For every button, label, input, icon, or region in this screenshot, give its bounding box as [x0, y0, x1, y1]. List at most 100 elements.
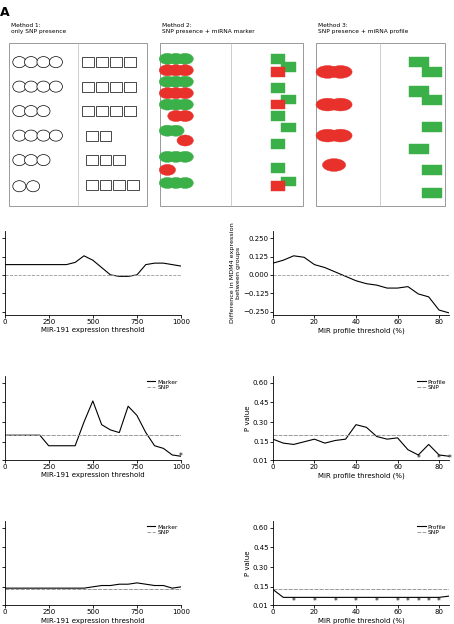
Marker: [28, 431, 34, 439]
Ellipse shape: [177, 76, 193, 87]
Legend: Marker, SNP: Marker, SNP: [146, 524, 178, 536]
Bar: [83, 82, 94, 92]
Profile: [353, 421, 359, 429]
Marker: [20, 585, 25, 592]
Text: A: A: [0, 6, 10, 19]
Ellipse shape: [177, 87, 193, 99]
Marker: [37, 585, 43, 592]
Ellipse shape: [329, 66, 352, 78]
Ellipse shape: [13, 81, 26, 92]
Ellipse shape: [316, 98, 339, 111]
Y-axis label: Difference in MDM4 expression
between groups: Difference in MDM4 expression between gr…: [230, 223, 241, 323]
Ellipse shape: [49, 81, 63, 92]
Marker: [108, 582, 113, 589]
Text: *: *: [448, 454, 451, 463]
Profile: [374, 433, 380, 441]
Ellipse shape: [316, 66, 339, 78]
Ellipse shape: [13, 130, 26, 141]
Profile: [291, 593, 296, 601]
Marker: [55, 442, 60, 449]
Ellipse shape: [25, 81, 38, 92]
Profile: [270, 436, 276, 443]
Ellipse shape: [159, 164, 176, 175]
Marker: [178, 452, 184, 460]
Bar: [83, 106, 94, 116]
Ellipse shape: [168, 99, 184, 110]
Y-axis label: P value: P value: [245, 550, 251, 576]
Text: *: *: [312, 597, 316, 606]
Ellipse shape: [159, 125, 176, 136]
Ellipse shape: [177, 135, 193, 146]
Marker: [117, 429, 122, 436]
Bar: [271, 67, 285, 77]
Ellipse shape: [177, 151, 193, 162]
Marker: [152, 442, 158, 449]
Ellipse shape: [168, 76, 184, 87]
Bar: [124, 82, 136, 92]
Bar: [281, 95, 296, 104]
Profile: [426, 593, 431, 601]
Marker: [125, 580, 131, 588]
Profile: [447, 452, 452, 460]
Bar: [100, 130, 111, 140]
Y-axis label: P value: P value: [245, 406, 251, 431]
Profile: [364, 424, 369, 431]
Bar: [100, 180, 111, 190]
Marker: [169, 585, 175, 592]
Ellipse shape: [37, 155, 50, 165]
Text: *: *: [437, 597, 441, 606]
Ellipse shape: [322, 158, 345, 172]
Bar: [316, 42, 445, 206]
Marker: [143, 429, 148, 436]
Bar: [127, 180, 139, 190]
Marker: [143, 580, 148, 588]
Ellipse shape: [168, 125, 184, 136]
Marker: [10, 431, 16, 439]
Profile: [281, 593, 286, 601]
Bar: [160, 42, 303, 206]
Ellipse shape: [329, 129, 352, 142]
Bar: [422, 95, 442, 105]
Marker: [73, 442, 78, 449]
Marker: [10, 585, 16, 592]
Profile: [343, 593, 348, 601]
Marker: [169, 451, 175, 459]
Ellipse shape: [168, 110, 184, 122]
X-axis label: MIR-191 expression threshold: MIR-191 expression threshold: [41, 472, 145, 479]
Bar: [114, 155, 125, 165]
Profile: [301, 438, 307, 446]
Ellipse shape: [177, 177, 193, 188]
Bar: [271, 111, 285, 121]
X-axis label: MiR profile threshold (%): MiR profile threshold (%): [318, 472, 405, 479]
Line: Profile: Profile: [273, 425, 449, 456]
Bar: [86, 155, 98, 165]
Ellipse shape: [37, 81, 50, 92]
Bar: [96, 82, 108, 92]
Marker: [134, 579, 140, 587]
Text: Method 1:
only SNP presence: Method 1: only SNP presence: [11, 23, 66, 34]
Bar: [271, 100, 285, 109]
Marker: [73, 585, 78, 592]
Bar: [96, 106, 108, 116]
X-axis label: MIR-191 expression threshold: MIR-191 expression threshold: [41, 328, 145, 333]
Ellipse shape: [329, 98, 352, 111]
Profile: [395, 593, 400, 601]
Ellipse shape: [159, 87, 176, 99]
Ellipse shape: [25, 155, 38, 165]
Text: *: *: [427, 597, 431, 606]
Text: *: *: [375, 597, 379, 606]
Line: Profile: Profile: [273, 590, 449, 597]
Text: Method 2:
SNP presence + miRNA marker: Method 2: SNP presence + miRNA marker: [163, 23, 255, 34]
Profile: [291, 441, 296, 448]
Marker: [99, 421, 104, 429]
Marker: [64, 585, 69, 592]
Marker: [81, 418, 87, 426]
Profile: [436, 451, 442, 459]
X-axis label: MiR profile threshold (%): MiR profile threshold (%): [318, 618, 405, 624]
Bar: [409, 144, 429, 154]
Profile: [364, 593, 369, 601]
Bar: [124, 57, 136, 67]
Marker: [134, 412, 140, 419]
Legend: Profile, SNP: Profile, SNP: [416, 524, 447, 536]
Ellipse shape: [13, 155, 26, 165]
